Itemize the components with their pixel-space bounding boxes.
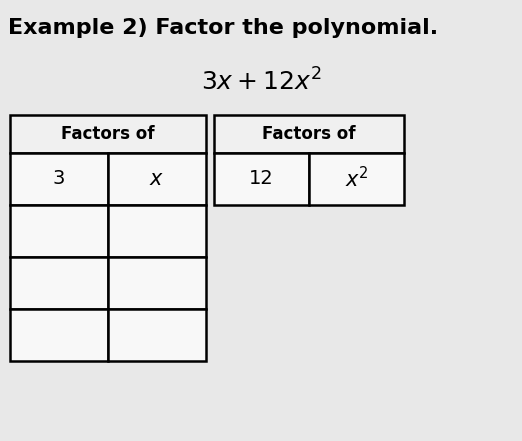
Bar — [108, 205, 206, 257]
Text: $x^2$: $x^2$ — [345, 166, 369, 191]
Bar — [108, 257, 206, 309]
Bar — [10, 115, 206, 153]
Text: 3: 3 — [53, 169, 65, 188]
Bar — [10, 309, 108, 361]
Bar — [10, 153, 108, 205]
Text: Example 2) Factor the polynomial.: Example 2) Factor the polynomial. — [8, 18, 438, 38]
Bar — [10, 205, 108, 257]
Bar — [214, 153, 309, 205]
Bar — [10, 257, 108, 309]
Bar — [309, 153, 404, 205]
Text: 12: 12 — [249, 169, 274, 188]
Text: $x$: $x$ — [149, 169, 164, 189]
Bar — [214, 115, 404, 153]
Bar — [108, 309, 206, 361]
Text: Factors of: Factors of — [61, 125, 155, 143]
Bar — [108, 153, 206, 205]
Text: Factors of: Factors of — [262, 125, 356, 143]
Text: $3x + 12x^2$: $3x + 12x^2$ — [201, 68, 321, 95]
